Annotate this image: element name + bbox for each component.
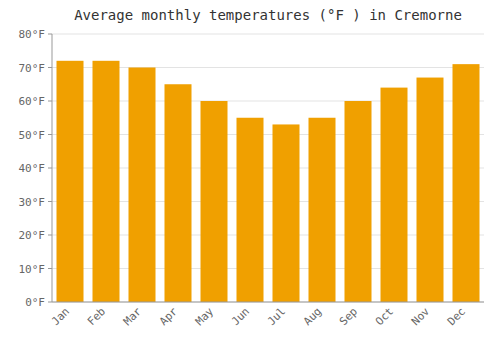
y-tick [48, 134, 52, 135]
y-tick [48, 168, 52, 169]
x-tick-label: Dec [445, 305, 468, 328]
y-tick-label: 80°F [19, 28, 46, 41]
x-tick-label: May [193, 305, 217, 329]
y-tick [48, 268, 52, 269]
bar [237, 118, 264, 302]
chart-container: Average monthly temperatures (°F ) in Cr… [0, 0, 500, 350]
y-tick-label: 70°F [19, 62, 46, 75]
page: {"chart_data": {"type": "bar", "title": … [0, 0, 500, 350]
y-tick [48, 67, 52, 68]
y-tick-label: 50°F [19, 129, 46, 142]
y-axis: 0°F 10°F 20°F 30°F 40°F 50°F 60°F 70°F 80°F [19, 28, 53, 309]
y-tick [48, 101, 52, 102]
x-tick-label: Feb [85, 305, 108, 328]
bar [381, 88, 408, 302]
y-tick-label: 40°F [19, 162, 46, 175]
bar [453, 64, 480, 302]
grid [52, 34, 484, 302]
title: Average monthly temperatures (°F ) in Cr… [74, 7, 462, 23]
bar [309, 118, 336, 302]
bar [165, 84, 192, 302]
y-tick-label: 20°F [19, 229, 46, 242]
x-tick-label: Sep [337, 305, 360, 328]
x-tick-label: Mar [121, 305, 145, 329]
y-tick-label: 10°F [19, 263, 46, 276]
bar [129, 68, 156, 303]
x-tick-label: Jan [49, 305, 72, 328]
x-tick-label: Aug [301, 305, 324, 328]
y-tick [48, 302, 52, 303]
bar [57, 61, 84, 302]
bar [417, 78, 444, 302]
bar [201, 101, 228, 302]
x-tick-label: Jul [265, 305, 288, 328]
bar [93, 61, 120, 302]
grid-line [52, 34, 484, 35]
y-tick-label: 30°F [19, 196, 46, 209]
x-tick-label: Apr [157, 305, 181, 329]
y-axis-line [52, 34, 53, 302]
bar [273, 124, 300, 302]
y-tick-label: 0°F [25, 296, 45, 309]
bars [57, 61, 480, 302]
x-axis: Jan Feb Mar Apr May Jun Jul Aug Sep Oct Nov Dec [49, 305, 468, 329]
y-tick [48, 34, 52, 35]
chart-svg: Average monthly temperatures (°F ) in Cr… [0, 0, 500, 350]
x-tick-label: Nov [409, 305, 433, 329]
x-tick-label: Oct [373, 305, 396, 328]
y-tick-label: 60°F [19, 95, 46, 108]
y-tick [48, 235, 52, 236]
bar [345, 101, 372, 302]
x-tick-label: Jun [229, 305, 252, 328]
grid-line [52, 302, 484, 303]
y-tick [48, 201, 52, 202]
x-axis-line [52, 302, 484, 303]
